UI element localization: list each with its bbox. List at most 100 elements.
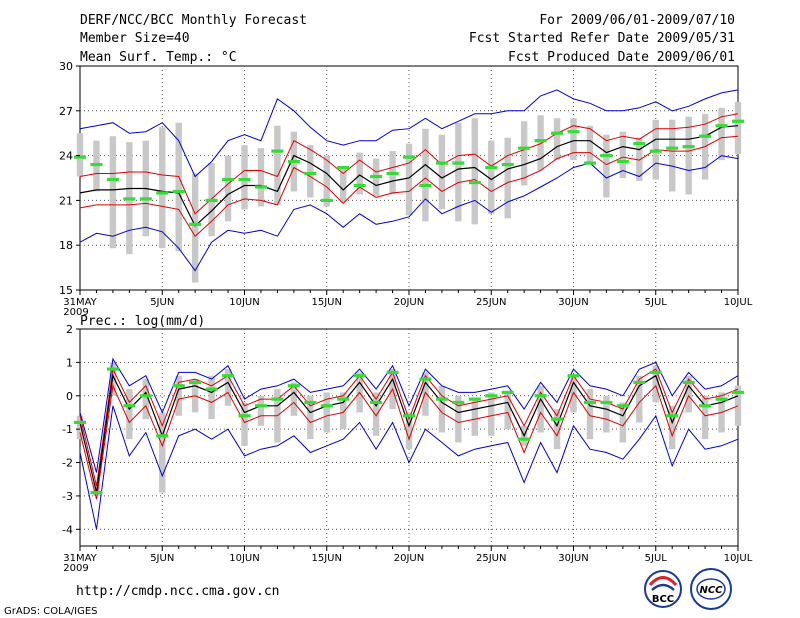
ensemble-box [520, 121, 528, 186]
observed-marker [551, 417, 564, 421]
observed-marker [123, 197, 136, 201]
observed-marker [74, 420, 86, 425]
observed-marker [139, 394, 152, 398]
observed-marker [534, 139, 547, 143]
ensemble-mean-line [79, 125, 739, 227]
y-tick-label: 1 [66, 356, 73, 369]
observed-marker [567, 374, 580, 378]
ensemble-box [340, 167, 347, 202]
precipitation-panel: -4 -3 -2 -1 0 1 2 31MAY 5JUN 10JUN 15JUN 20JUN 25JUN… [62, 323, 753, 574]
ensemble-box [175, 122, 182, 252]
ensemble-box [405, 143, 413, 216]
observed-marker [106, 367, 119, 371]
observed-marker [468, 180, 481, 185]
upper-spread-line [79, 367, 739, 487]
observed-marker [304, 171, 317, 176]
observed-marker [156, 191, 169, 195]
observed-marker [732, 390, 744, 395]
x-tick-label: 5JUN [150, 297, 174, 308]
min-line [79, 155, 739, 272]
observed-marker [633, 380, 646, 385]
observed-marker [74, 155, 86, 159]
y-tick-label: -2 [62, 457, 73, 470]
ensemble-box [455, 395, 462, 443]
observed-marker [123, 404, 136, 408]
observed-marker [435, 397, 448, 401]
observed-marker [649, 149, 662, 153]
upper-spread-line [79, 113, 739, 215]
ensemble-box [537, 115, 544, 171]
ensemble-box [290, 382, 298, 416]
observed-marker [518, 437, 531, 441]
ensemble-box [570, 375, 577, 413]
ensemble-box [323, 155, 330, 207]
observed-marker [699, 134, 712, 138]
ensemble-box [553, 118, 561, 161]
observed-marker [238, 177, 251, 182]
observed-marker [205, 198, 218, 202]
observed-marker [353, 183, 366, 188]
observed-marker [732, 119, 744, 123]
ensemble-box [159, 127, 166, 249]
ensemble-box [586, 389, 594, 440]
x-tick-label: 30JUN [558, 297, 588, 308]
x-tick-label: 15JUN [312, 553, 342, 564]
ensemble-box [669, 119, 676, 192]
ensemble-box [109, 136, 117, 249]
ensemble-box [504, 137, 511, 219]
observed-marker [370, 400, 383, 405]
observed-marker [139, 197, 152, 201]
x-tick-label: 20JUN [394, 553, 424, 564]
ensemble-box [307, 395, 314, 440]
observed-marker [403, 414, 415, 418]
observed-marker [715, 124, 728, 128]
bcc-logo-label: BCC [652, 594, 674, 605]
observed-marker [287, 159, 300, 164]
observed-marker [583, 400, 596, 405]
observed-marker [304, 400, 317, 405]
lower-spread-line [79, 384, 739, 500]
observed-marker [238, 414, 251, 418]
ensemble-box [241, 145, 248, 210]
observed-marker [172, 384, 185, 388]
ensemble-box [422, 128, 429, 222]
observed-marker [682, 380, 695, 385]
ensemble-box [652, 365, 659, 403]
observed-marker [518, 146, 531, 150]
ensemble-box [175, 375, 182, 416]
source-url: http://cmdp.ncc.cma.gov.cn [76, 584, 280, 599]
observed-marker [419, 183, 432, 188]
observed-marker [271, 149, 284, 153]
ensemble-box [241, 402, 248, 446]
ensemble-box [307, 145, 314, 198]
ensemble-box [619, 131, 627, 178]
y-tick-label: -1 [62, 423, 73, 436]
ensemble-box [685, 375, 692, 413]
ensemble-box [340, 392, 347, 430]
ensemble-box [159, 412, 166, 493]
x-tick-label: 10JUN [229, 297, 259, 308]
observed-marker [90, 490, 103, 495]
x-tick-label: 5JUL [645, 553, 668, 564]
observed-marker [682, 145, 695, 149]
ensemble-box [734, 101, 742, 155]
y-tick-label: 0 [66, 390, 73, 403]
observed-marker [320, 198, 333, 202]
y-tick-label: 18 [59, 239, 73, 252]
observed-marker [468, 397, 481, 401]
y-tick-label: -3 [62, 490, 73, 503]
observed-marker [649, 370, 662, 374]
observed-marker [90, 162, 103, 167]
observed-marker [386, 370, 399, 374]
ensemble-box [372, 392, 380, 436]
observed-marker [370, 174, 383, 179]
x-tick-label: 10JUL [724, 553, 753, 564]
observed-marker [616, 404, 629, 408]
observed-marker [254, 404, 267, 408]
ensemble-box [224, 155, 232, 222]
ensemble-box [488, 392, 495, 436]
observed-marker [205, 387, 218, 391]
refer-date-label: Fcst Started Refer Date 2009/05/31 [469, 31, 735, 46]
produced-date-label: Fcst Produced Date 2009/06/01 [508, 50, 735, 65]
x-tick-label: 15JUN [312, 297, 342, 308]
